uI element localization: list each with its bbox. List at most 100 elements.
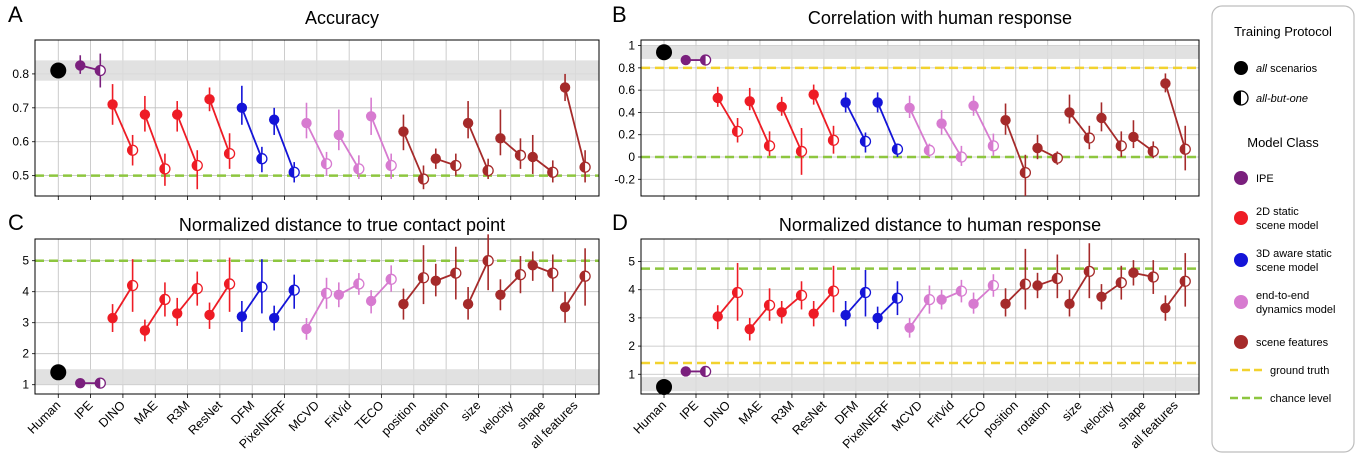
connector-line: [144, 114, 166, 170]
point-all-but-one-half: [224, 278, 230, 289]
point-all-scenarios: [1160, 302, 1171, 314]
point-all-but-one-half: [988, 280, 994, 291]
connector-line: [273, 289, 295, 319]
point-all-but-one-half: [159, 294, 165, 305]
point-all-scenarios: [527, 151, 538, 163]
panel-title: Normalized distance to human response: [779, 215, 1101, 235]
connector-line: [338, 134, 360, 170]
point-all-but-one-half: [796, 146, 802, 157]
point-all-scenarios: [840, 97, 851, 108]
y-tick-label: 0.7: [12, 101, 29, 115]
connector-line: [144, 298, 166, 331]
point-all-scenarios: [268, 312, 280, 324]
legend-model-marker: [1234, 335, 1248, 349]
point-all-but-one-half: [1020, 167, 1026, 178]
connector-line: [467, 260, 489, 305]
point-all-scenarios: [1000, 298, 1011, 310]
point-all-scenarios: [776, 307, 787, 318]
connector-line: [1004, 119, 1027, 173]
panel-letter: B: [612, 2, 627, 27]
point-all-but-one-half: [828, 286, 834, 297]
point-all-scenarios: [1096, 291, 1107, 302]
legend-half-fill: [1234, 91, 1241, 105]
x-tick-label: R3M: [164, 398, 193, 427]
point-all-scenarios: [398, 298, 409, 310]
point-all-but-one-half: [353, 278, 359, 289]
point-all-scenarios: [712, 92, 723, 104]
point-all-scenarios: [75, 377, 86, 389]
x-tick-label: MCVD: [889, 398, 925, 434]
connector-line: [748, 100, 771, 147]
legend: Training Protocol all scenarios all-but-on…: [1211, 5, 1355, 453]
point-all-but-one-half: [892, 293, 898, 304]
human-range-band: [641, 45, 1199, 59]
panel-title: Accuracy: [305, 8, 379, 28]
y-tick-label: 1: [628, 39, 635, 53]
point-all-but-one-half: [700, 366, 706, 377]
x-tick-label: DINO: [96, 398, 128, 430]
point-all-but-one-half: [450, 160, 456, 171]
y-tick-label: 3: [22, 316, 29, 330]
x-tick-label: velocity: [1077, 398, 1117, 438]
point-all-but-one-half: [321, 288, 327, 299]
point-all-but-one-half: [127, 145, 133, 156]
point-all-but-one-half: [956, 152, 962, 162]
point-all-but-one-half: [828, 135, 834, 146]
point-all-but-one-half: [256, 153, 262, 164]
point-all-scenarios: [172, 109, 183, 120]
x-tick-label: MAE: [736, 398, 765, 427]
point-all-scenarios: [1128, 267, 1139, 279]
connector-line: [564, 275, 586, 308]
x-tick-label: size: [1059, 398, 1085, 424]
legend-all-but-one-label: all-but-one: [1256, 93, 1308, 105]
legend-model-marker: [1234, 253, 1248, 267]
panel-a: A Accuracy 0.5 0.6 0.7 0.8: [8, 2, 600, 200]
point-all-but-one-half: [450, 268, 456, 279]
point-all-scenarios: [75, 60, 86, 71]
connector-line: [876, 102, 899, 150]
point-all-but-one-half: [1116, 140, 1122, 151]
x-tick-label: R3M: [768, 398, 797, 427]
point-all-but-one-half: [547, 167, 553, 178]
legend-line-label: chance level: [1270, 393, 1331, 405]
connector-line: [111, 285, 134, 319]
axes-frame: [640, 39, 1200, 197]
point-all-scenarios: [712, 311, 723, 322]
point-all-scenarios: [872, 97, 883, 108]
connector-line: [467, 122, 489, 171]
connector-line: [241, 107, 263, 160]
connector-line: [1068, 270, 1091, 305]
y-tick-label: 4: [628, 283, 635, 297]
point-all-but-one-half: [860, 287, 866, 298]
point-all-but-one-half: [289, 285, 295, 296]
axes-frame: [34, 238, 600, 395]
connector-line: [780, 106, 803, 152]
legend-model-marker: [1234, 171, 1248, 185]
connector-line: [402, 131, 425, 180]
x-tick-label: ResNet: [790, 398, 830, 438]
x-tick-label: size: [458, 398, 484, 424]
point-all-but-one-half: [127, 280, 133, 291]
legend-line-label: ground truth: [1270, 365, 1329, 377]
point-all-scenarios: [1096, 112, 1107, 124]
point-all-but-one-half: [580, 271, 586, 282]
point-all-but-one-half: [386, 160, 392, 171]
x-tick-label: position: [379, 398, 419, 438]
connector-line: [844, 101, 867, 142]
point-all-scenarios: [333, 129, 345, 141]
axes-frame: [34, 39, 600, 197]
connector-line: [1164, 83, 1187, 150]
point-all-but-one-half: [95, 65, 101, 76]
point-all-scenarios: [559, 82, 571, 93]
point-all-but-one-half: [95, 378, 101, 389]
point-all-scenarios: [1032, 280, 1043, 291]
point-all-scenarios: [1064, 107, 1075, 118]
point-all-scenarios: [365, 111, 377, 122]
point-all-scenarios: [139, 109, 151, 120]
x-tick-label: MAE: [131, 398, 160, 427]
legend-model-label: end-to-end: [1256, 290, 1309, 302]
x-tick-label: DFM: [832, 398, 861, 427]
point-all-but-one-half: [580, 162, 586, 173]
point-all-but-one-half: [515, 269, 521, 280]
